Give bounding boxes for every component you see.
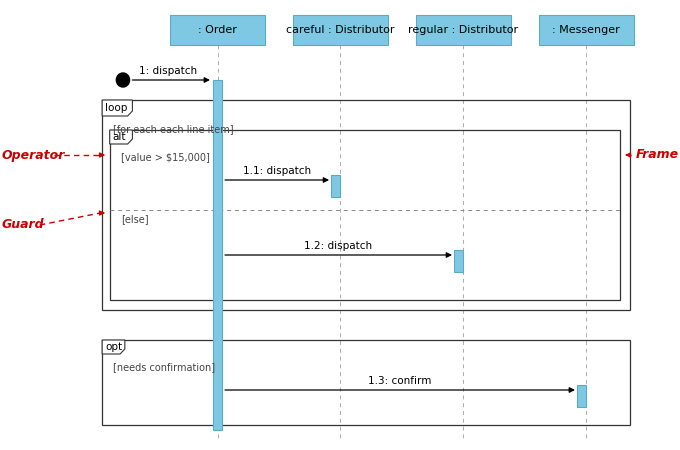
Polygon shape <box>102 340 125 354</box>
Bar <box>539 15 634 45</box>
Polygon shape <box>102 100 133 116</box>
Text: 1.3: confirm: 1.3: confirm <box>369 376 432 386</box>
Text: regular : Distributor: regular : Distributor <box>408 25 518 35</box>
Bar <box>416 15 511 45</box>
Bar <box>331 175 341 197</box>
Text: [else]: [else] <box>121 214 149 224</box>
Bar <box>213 80 222 430</box>
Text: opt: opt <box>105 342 122 352</box>
Text: 1.2: dispatch: 1.2: dispatch <box>305 241 373 251</box>
Text: : Order: : Order <box>198 25 237 35</box>
Circle shape <box>116 73 130 87</box>
Text: alt: alt <box>112 132 126 142</box>
Text: [needs confirmation]: [needs confirmation] <box>114 362 216 372</box>
Bar <box>109 130 620 300</box>
Bar <box>454 250 463 272</box>
Bar <box>102 100 630 310</box>
Text: : Messenger: : Messenger <box>552 25 620 35</box>
Text: careful : Distributor: careful : Distributor <box>286 25 394 35</box>
Text: [for each each line item]: [for each each line item] <box>114 124 234 134</box>
Text: loop: loop <box>105 103 127 113</box>
Polygon shape <box>109 130 133 144</box>
Text: Guard: Guard <box>2 219 44 231</box>
Text: Frame: Frame <box>636 148 679 162</box>
Text: [value > $15,000]: [value > $15,000] <box>121 152 210 162</box>
Bar <box>577 385 586 407</box>
Bar <box>102 340 630 425</box>
Bar <box>293 15 388 45</box>
Text: Operator: Operator <box>2 148 65 162</box>
Text: 1.1: dispatch: 1.1: dispatch <box>243 166 311 176</box>
Bar <box>170 15 265 45</box>
Text: 1: dispatch: 1: dispatch <box>139 66 197 76</box>
